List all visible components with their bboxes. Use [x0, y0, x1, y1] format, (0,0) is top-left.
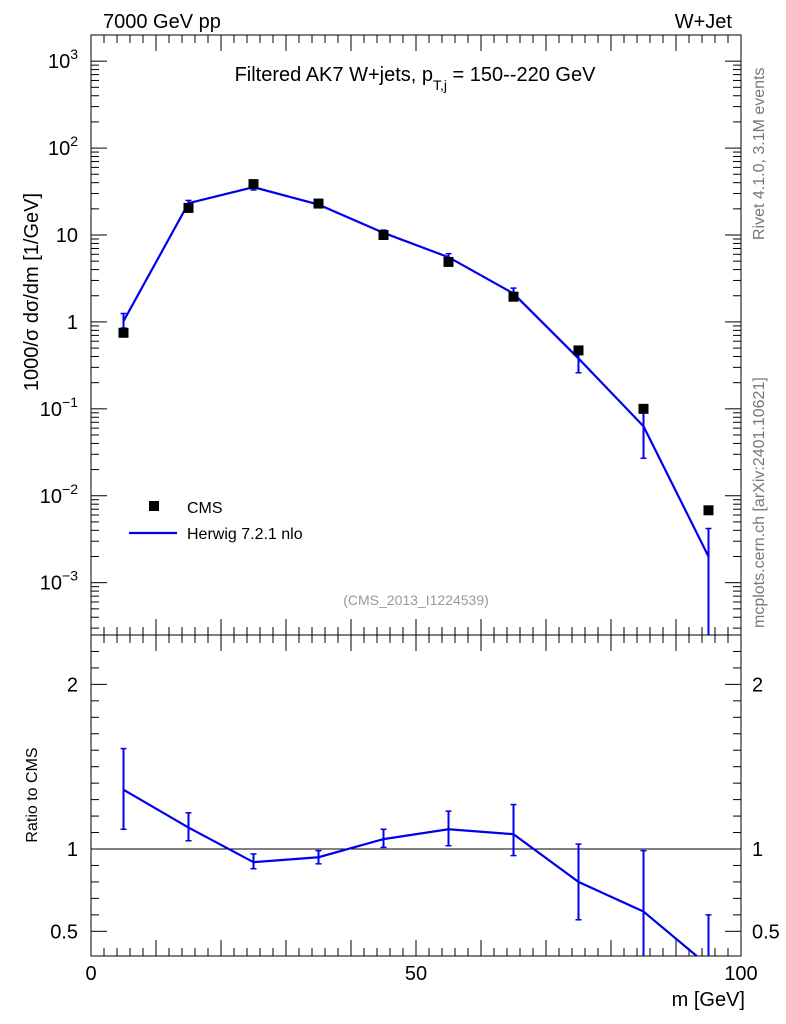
y-tick-label: 10−2 — [40, 481, 78, 508]
data-point — [118, 327, 129, 338]
y-tick-label-exp: −3 — [62, 568, 78, 584]
main-title-text: Filtered AK7 W+jets, p — [235, 64, 433, 86]
data-point — [378, 230, 389, 240]
ratio-y-tick-label-right: 0.5 — [752, 921, 780, 943]
ratio-mc-line — [122, 788, 698, 957]
y-tick-label-base: 10 — [48, 138, 70, 160]
y-tick-label-exp: 3 — [70, 46, 78, 62]
x-tick-label: 100 — [724, 963, 757, 985]
data-point — [313, 198, 324, 209]
ratio-ticks — [90, 635, 742, 956]
y-tick-label-exp: −2 — [62, 481, 78, 497]
y-tick-label: 1 — [67, 312, 78, 334]
main-title-tail: = 150--220 GeV — [447, 64, 596, 86]
y-tick-label: 103 — [48, 46, 78, 73]
ratio-y-tick-label-right: 1 — [752, 839, 763, 861]
y-tick-label: 10 — [56, 225, 78, 247]
data-point — [703, 505, 714, 516]
x-tick-label: 50 — [405, 963, 427, 985]
y-tick-label-base: 1 — [67, 312, 78, 334]
legend-label-mc: Herwig 7.2.1 nlo — [187, 526, 303, 543]
watermark: (CMS_2013_I1224539) — [343, 592, 489, 608]
legend: CMS Herwig 7.2.1 nlo — [129, 500, 303, 543]
y-tick-label-base: 10 — [56, 225, 78, 247]
ratio-y-tick-label-right: 2 — [752, 674, 763, 696]
x-axis-label: m [GeV] — [672, 989, 745, 1011]
header-left: 7000 GeV pp — [103, 11, 221, 33]
y-tick-label: 10−1 — [40, 394, 78, 421]
ratio-y-tick-label-left: 2 — [67, 674, 78, 696]
ratio-y-tick-labels: 0.5 0.5 1 1 2 2 — [50, 674, 780, 943]
ratio-y-axis-label: Ratio to CMS — [24, 747, 41, 842]
main-title-subscript: T,j — [433, 77, 447, 93]
data-point — [638, 403, 649, 414]
data-point — [508, 291, 519, 302]
data-point — [443, 256, 454, 267]
mc-error-bars — [120, 183, 712, 635]
y-tick-label-base: 10 — [48, 51, 70, 73]
legend-label-cms: CMS — [187, 500, 223, 517]
data-markers — [118, 179, 714, 516]
data-point — [183, 202, 194, 213]
main-frame — [90, 34, 742, 636]
source-label: mcplots.cern.ch [arXiv:2401.10621] — [751, 377, 768, 628]
ratio-y-tick-label-left: 1 — [67, 839, 78, 861]
main-ticks — [90, 34, 742, 635]
x-tick-label: 0 — [85, 963, 96, 985]
y-tick-label-exp: 2 — [70, 133, 78, 149]
x-tick-labels: 0 50 100 — [85, 963, 757, 985]
header-right: W+Jet — [675, 11, 733, 33]
legend-marker-cms — [149, 501, 159, 511]
ratio-panel: 0.5 0.5 1 1 2 2 0 50 100 Ratio to CMS m [GeV] — [24, 634, 780, 1011]
y-tick-label-base: 10 — [40, 399, 62, 421]
y-tick-label-base: 10 — [40, 573, 62, 595]
data-point — [573, 345, 584, 356]
y-tick-label-base: 10 — [40, 486, 62, 508]
ratio-y-tick-label-left: 0.5 — [50, 921, 78, 943]
rivet-label: Rivet 4.1.0, 3.1M events — [751, 67, 768, 240]
y-tick-label: 10−3 — [40, 568, 78, 595]
data-point — [248, 179, 259, 190]
mc-line — [122, 186, 710, 557]
main-y-axis-label: 1000/σ dσ/dm [1/GeV] — [21, 193, 43, 391]
main-title: Filtered AK7 W+jets, pT,j = 150--220 GeV — [235, 64, 597, 93]
y-tick-label: 102 — [48, 133, 78, 160]
y-tick-label-exp: −1 — [62, 394, 78, 410]
ratio-error-bars — [120, 747, 712, 956]
